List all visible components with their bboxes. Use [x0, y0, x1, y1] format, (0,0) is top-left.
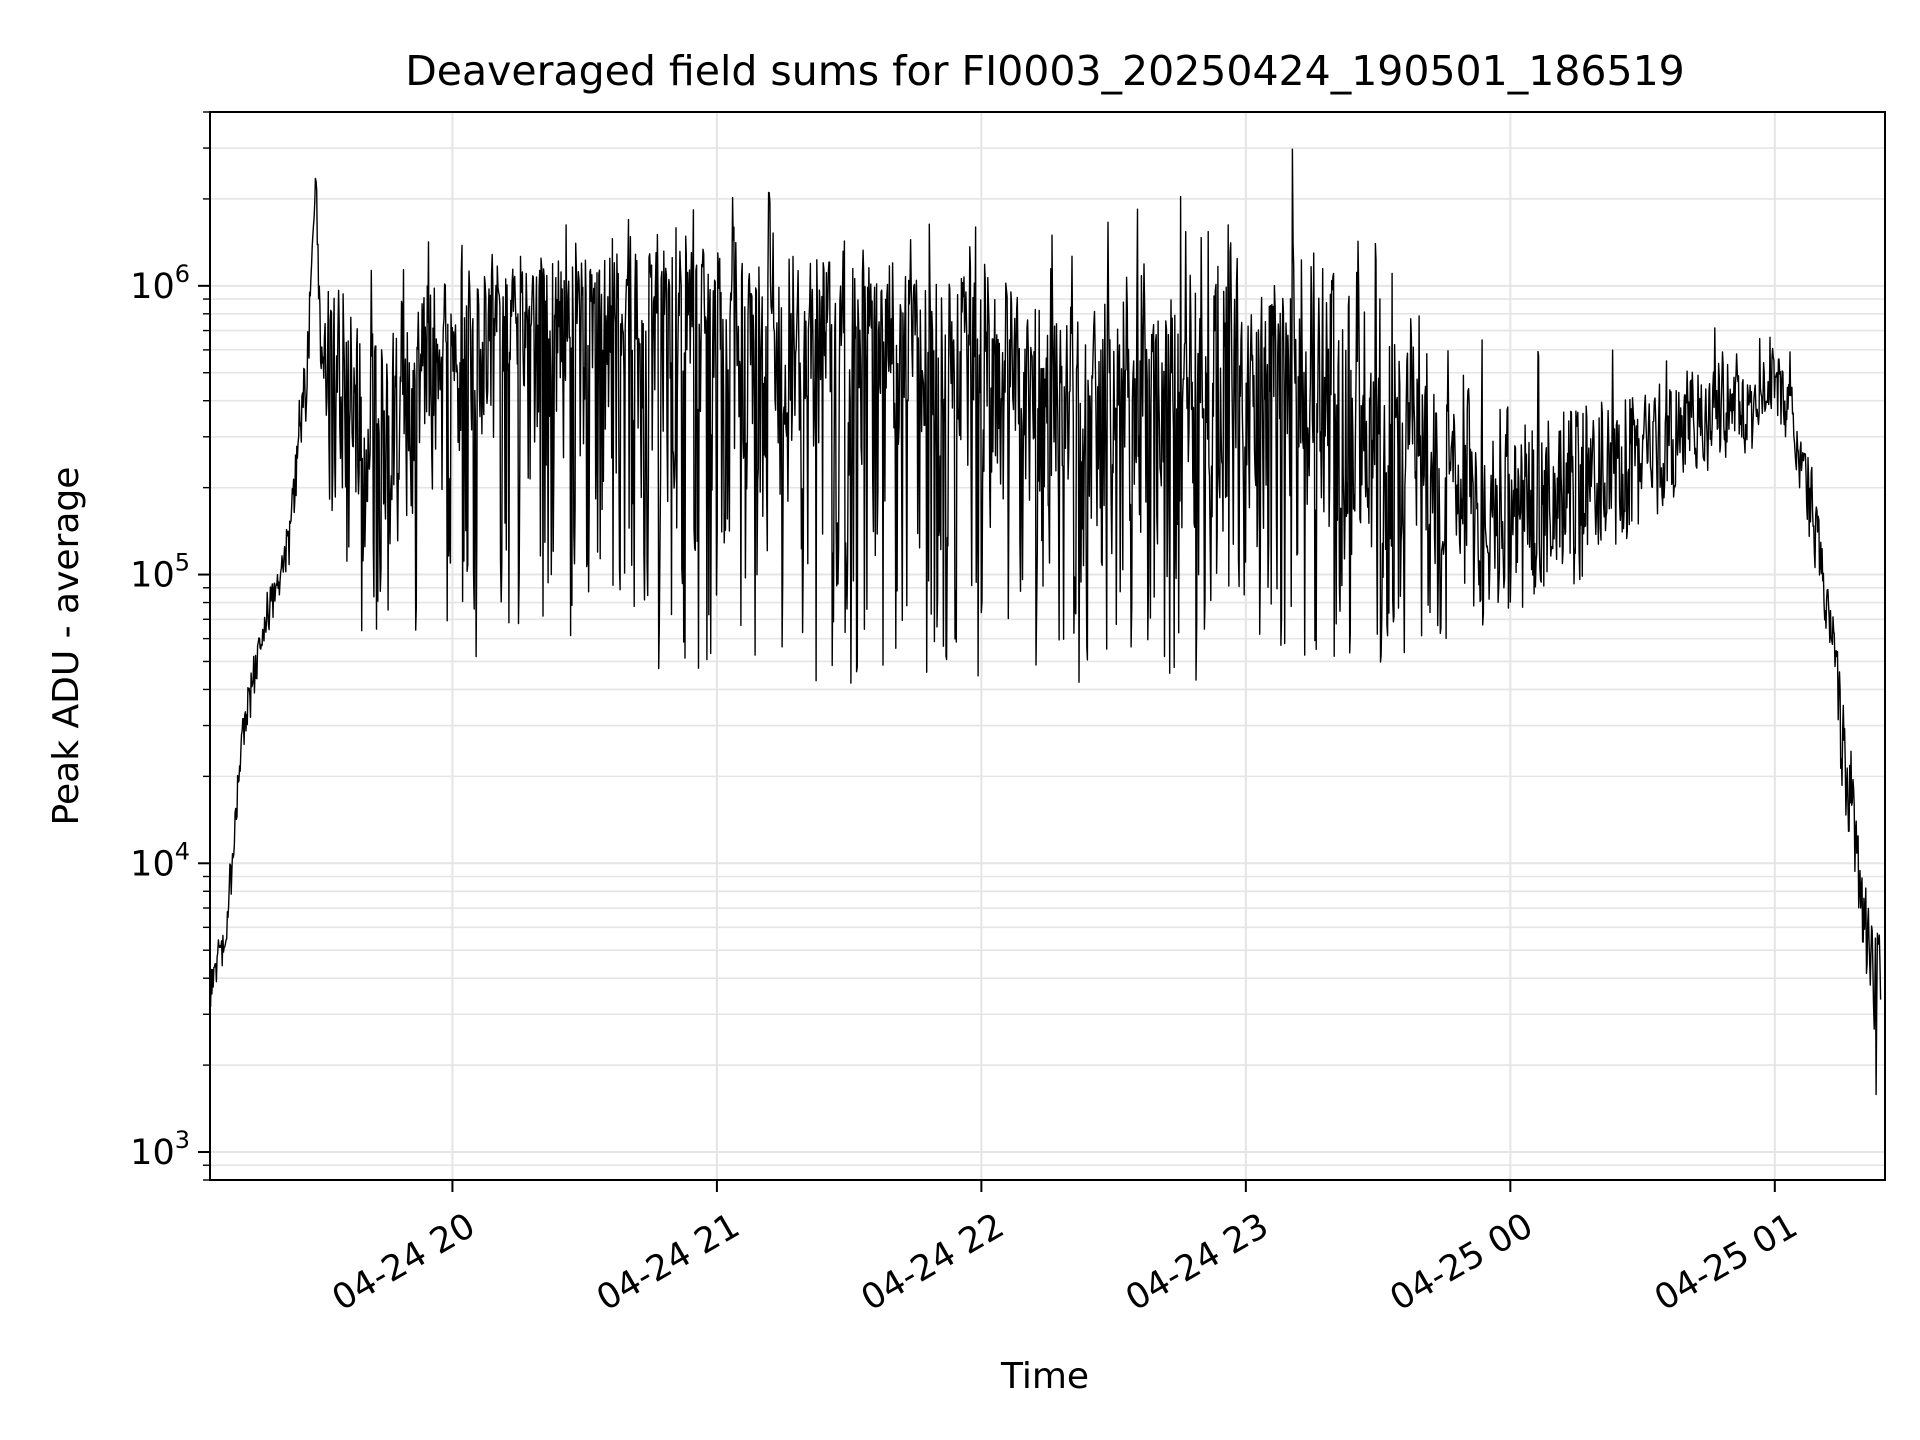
y-tick-label: 105	[130, 549, 190, 596]
y-axis-label: Peak ADU - average	[46, 467, 87, 826]
y-tick-label: 103	[130, 1126, 190, 1173]
chart-title: Deaveraged field sums for FI0003_2025042…	[405, 47, 1685, 95]
y-tick-label: 106	[130, 260, 190, 307]
series-line	[209, 148, 1882, 1096]
y-tick-label: 104	[130, 837, 190, 884]
x-axis-label: Time	[1000, 1356, 1089, 1397]
y-axis: 103 104 105 106	[130, 111, 210, 1181]
plot-frame	[209, 111, 1886, 1181]
grid	[210, 111, 1885, 1181]
